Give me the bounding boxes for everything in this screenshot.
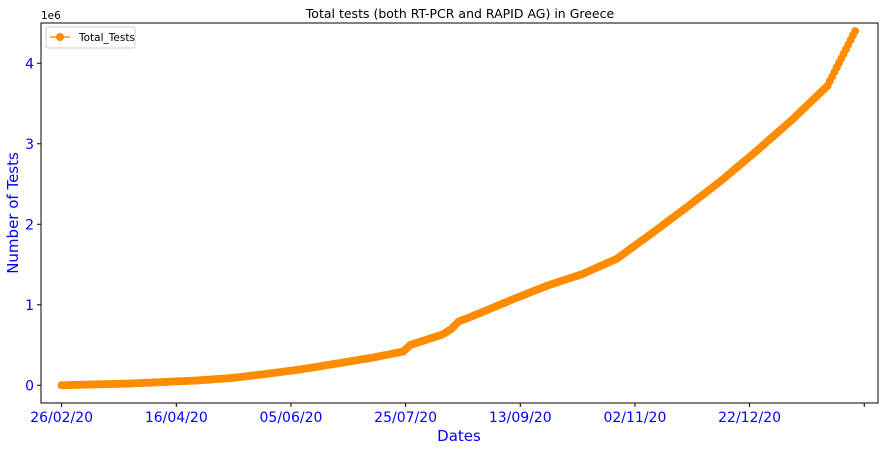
y-tick-label: 2	[25, 217, 34, 233]
y-offset-text: 1e6	[41, 10, 61, 22]
y-tick-label: 3	[25, 137, 34, 153]
x-tick-label: 16/04/20	[145, 410, 208, 426]
legend-marker	[56, 33, 64, 41]
y-tick-label: 4	[25, 56, 34, 72]
chart-title: Total tests (both RT-PCR and RAPID AG) i…	[305, 6, 615, 21]
legend-box	[45, 26, 136, 49]
y-axis: 0 1 2 3 4	[25, 56, 41, 394]
x-tick-label: 22/12/20	[718, 410, 781, 426]
y-tick-label: 0	[25, 378, 34, 394]
series-total-tests	[57, 27, 860, 390]
x-axis-label: Dates	[437, 427, 481, 445]
x-axis: 26/02/20 16/04/20 05/06/20 25/07/20 13/09/20…	[30, 403, 865, 426]
plot-area	[40, 22, 879, 404]
series-line	[61, 30, 856, 387]
y-axis-label: Number of Tests	[4, 152, 22, 274]
legend-entry-total-tests: Total_Tests	[78, 32, 135, 44]
legend: Total_Tests	[45, 26, 136, 49]
data-point	[851, 27, 860, 36]
x-tick-label: 13/09/20	[489, 410, 552, 426]
x-tick-label: 25/07/20	[374, 410, 437, 426]
x-tick-label: 05/06/20	[260, 410, 323, 426]
x-tick-label: 26/02/20	[30, 410, 93, 426]
x-tick-label: 02/11/20	[603, 410, 666, 426]
y-tick-label: 1	[25, 298, 34, 314]
